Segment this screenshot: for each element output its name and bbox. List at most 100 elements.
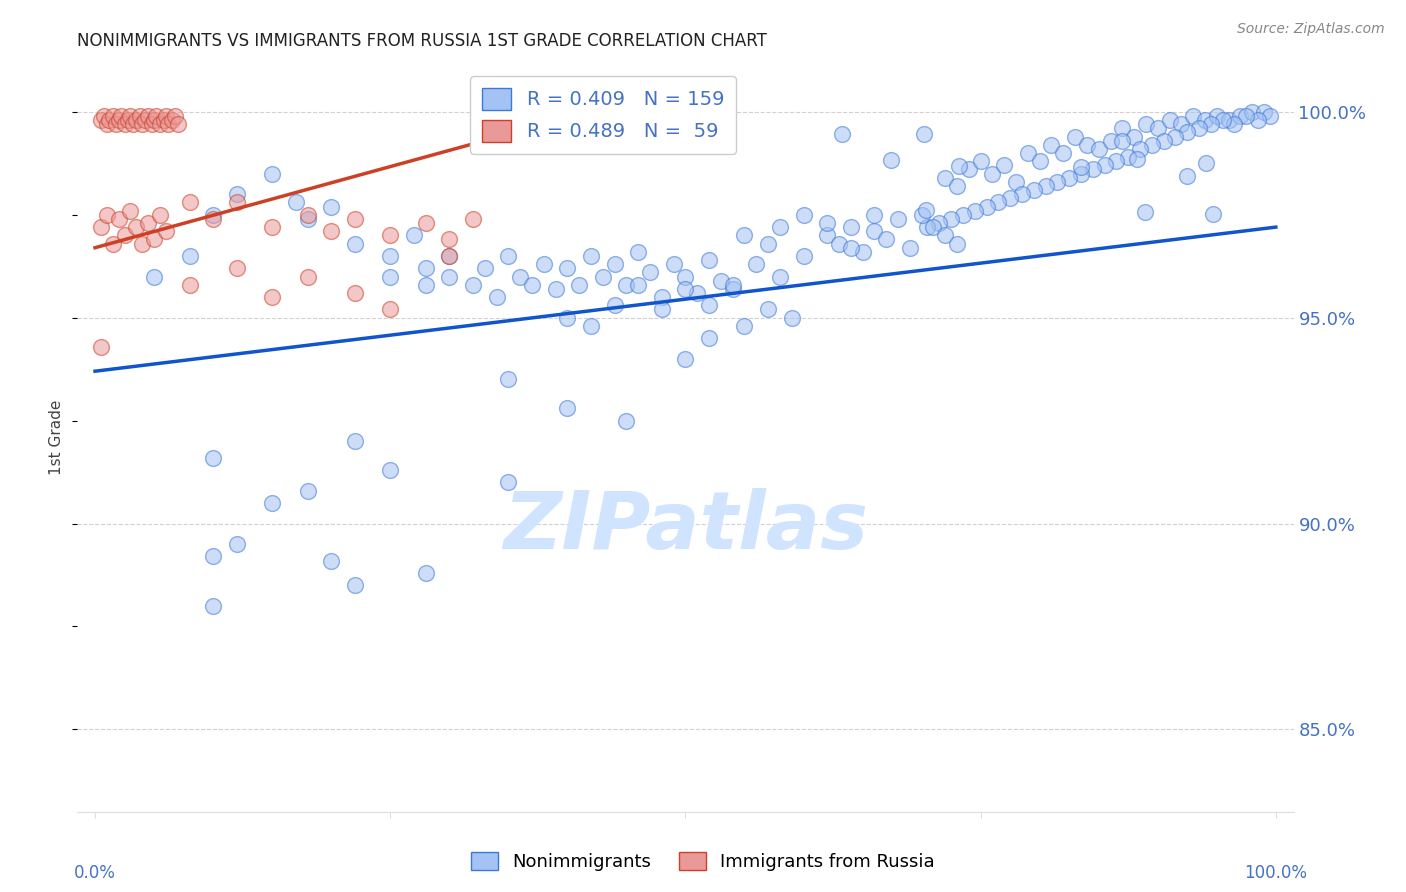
Point — [110, 109, 132, 123]
Point — [1253, 104, 1275, 119]
Point — [969, 154, 991, 169]
Point — [934, 228, 956, 243]
Point — [380, 302, 402, 317]
Point — [981, 167, 1004, 181]
Point — [114, 117, 136, 131]
Point — [415, 261, 437, 276]
Point — [485, 290, 508, 304]
Point — [579, 318, 602, 333]
Point — [202, 549, 225, 564]
Point — [987, 195, 1010, 210]
Point — [1177, 169, 1199, 183]
Point — [1123, 129, 1146, 144]
Point — [544, 282, 567, 296]
Point — [733, 318, 755, 333]
Point — [134, 113, 156, 128]
Point — [1040, 137, 1063, 152]
Point — [952, 208, 974, 222]
Point — [131, 117, 153, 131]
Point — [136, 216, 159, 230]
Point — [1194, 113, 1216, 128]
Point — [141, 117, 163, 131]
Point — [155, 224, 177, 238]
Point — [1159, 113, 1181, 128]
Point — [402, 228, 425, 243]
Point — [225, 195, 247, 210]
Point — [917, 220, 939, 235]
Point — [262, 167, 284, 181]
Text: Source: ZipAtlas.com: Source: ZipAtlas.com — [1237, 22, 1385, 37]
Text: 0.0%: 0.0% — [75, 864, 115, 882]
Point — [160, 113, 183, 128]
Point — [143, 269, 166, 284]
Point — [90, 339, 112, 353]
Point — [863, 224, 886, 238]
Point — [928, 216, 950, 230]
Point — [1229, 109, 1251, 123]
Point — [875, 232, 897, 246]
Point — [98, 113, 121, 128]
Point — [1070, 167, 1092, 181]
Point — [1223, 117, 1246, 131]
Point — [710, 274, 733, 288]
Point — [697, 298, 720, 312]
Point — [343, 285, 366, 300]
Point — [439, 269, 461, 284]
Point — [1087, 142, 1109, 156]
Point — [461, 211, 484, 226]
Point — [1005, 175, 1028, 189]
Point — [179, 277, 201, 292]
Point — [603, 257, 626, 271]
Point — [297, 269, 319, 284]
Point — [509, 269, 531, 284]
Point — [380, 463, 402, 477]
Point — [152, 113, 174, 128]
Point — [616, 277, 638, 292]
Point — [851, 244, 873, 259]
Point — [1164, 129, 1187, 144]
Point — [380, 228, 402, 243]
Point — [957, 162, 980, 177]
Point — [143, 232, 166, 246]
Point — [863, 208, 886, 222]
Text: 100.0%: 100.0% — [1244, 864, 1308, 882]
Point — [105, 117, 128, 131]
Point — [225, 261, 247, 276]
Point — [1094, 158, 1116, 172]
Point — [145, 109, 167, 123]
Point — [131, 236, 153, 251]
Point — [1212, 113, 1234, 128]
Point — [1111, 121, 1133, 136]
Point — [225, 187, 247, 202]
Point — [1105, 154, 1128, 169]
Point — [136, 109, 159, 123]
Point — [284, 195, 307, 210]
Point — [343, 434, 366, 449]
Point — [675, 269, 697, 284]
Point — [557, 401, 579, 416]
Point — [415, 277, 437, 292]
Point — [946, 178, 969, 193]
Point — [756, 236, 779, 251]
Point — [976, 200, 998, 214]
Point — [121, 117, 143, 131]
Point — [520, 277, 543, 292]
Point — [321, 553, 343, 567]
Point — [439, 249, 461, 263]
Point — [1182, 109, 1205, 123]
Point — [1028, 154, 1050, 169]
Point — [815, 216, 838, 230]
Point — [1140, 137, 1163, 152]
Point — [998, 191, 1021, 205]
Point — [262, 220, 284, 235]
Point — [262, 496, 284, 510]
Point — [202, 450, 225, 465]
Point — [143, 113, 166, 128]
Point — [1188, 121, 1211, 136]
Point — [101, 109, 124, 123]
Point — [939, 211, 962, 226]
Point — [1070, 160, 1092, 174]
Point — [745, 257, 768, 271]
Point — [651, 290, 673, 304]
Point — [90, 113, 112, 128]
